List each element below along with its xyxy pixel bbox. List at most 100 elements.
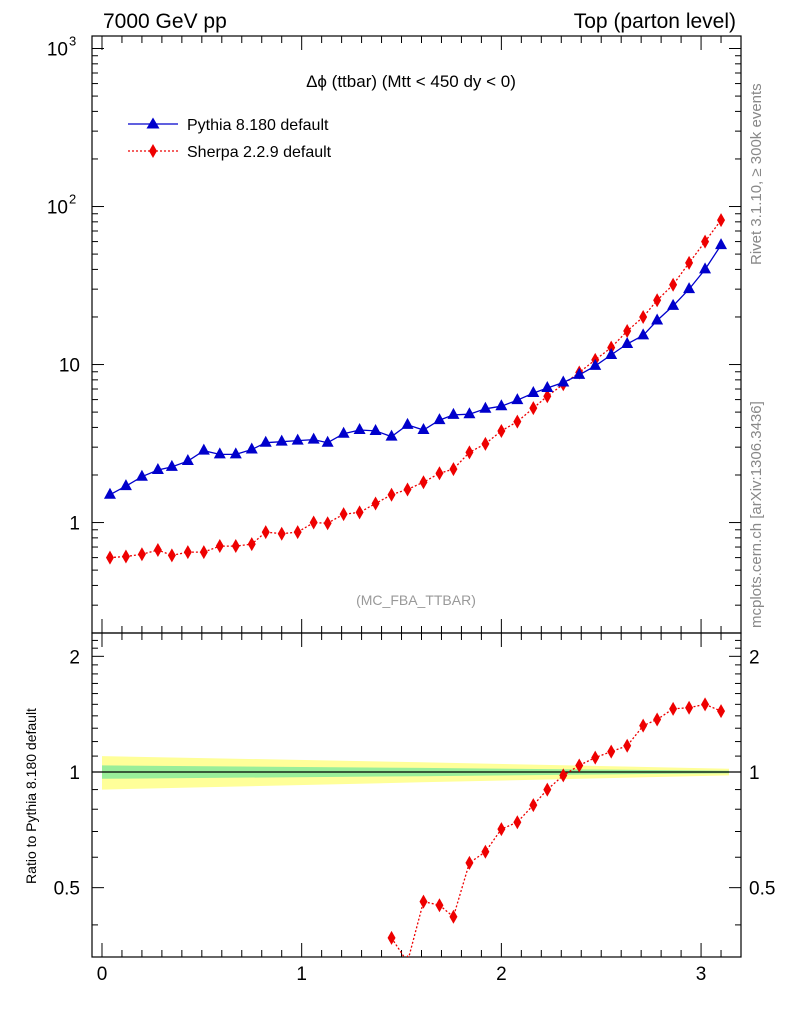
header-left: 7000 GeV pp	[103, 10, 227, 33]
data-point-diamond	[591, 750, 600, 765]
data-point-diamond	[639, 718, 648, 733]
data-point-diamond	[465, 445, 474, 460]
data-point-triangle	[369, 423, 382, 435]
data-point-diamond	[513, 815, 522, 830]
data-point-triangle	[385, 429, 398, 441]
data-point-diamond	[121, 549, 130, 564]
data-point-triangle	[321, 435, 334, 447]
data-point-diamond	[183, 545, 192, 560]
data-point-triangle	[165, 459, 178, 471]
y-tick-exponent: 2	[69, 192, 76, 207]
data-point-triangle	[291, 433, 304, 445]
legend-marker-pythia	[146, 117, 160, 129]
data-point-diamond	[623, 738, 632, 753]
data-point-diamond	[105, 550, 114, 565]
data-point-diamond	[607, 744, 616, 759]
sherpa-ratio-series	[387, 697, 726, 957]
plot-title: Δϕ (ttbar) (Mtt < 450 dy < 0)	[306, 72, 516, 91]
data-point-diamond	[701, 234, 710, 249]
data-point-triangle	[135, 469, 148, 481]
data-point-diamond	[403, 482, 412, 497]
data-point-diamond	[153, 543, 162, 558]
data-point-diamond	[231, 539, 240, 554]
ratio-y-tick-label-right: 0.5	[749, 879, 775, 900]
data-point-diamond	[543, 782, 552, 797]
data-point-triangle	[715, 238, 728, 250]
data-point-diamond	[309, 515, 318, 530]
data-point-triangle	[197, 443, 210, 455]
data-point-diamond	[497, 423, 506, 438]
data-point-diamond	[701, 697, 710, 712]
legend: Pythia 8.180 default Sherpa 2.2.9 defaul…	[128, 117, 332, 161]
data-point-triangle	[103, 487, 116, 499]
mcplots-label: mcplots.cern.ch [arXiv:1306.3436]	[748, 401, 765, 628]
data-point-triangle	[511, 393, 524, 405]
data-point-diamond	[717, 704, 726, 719]
data-point-diamond	[607, 340, 616, 355]
data-point-triangle	[337, 426, 350, 438]
data-point-triangle	[573, 367, 586, 379]
data-point-triangle	[541, 381, 554, 393]
ratio-y-tick-label-right: 2	[749, 647, 760, 668]
data-point-diamond	[215, 539, 224, 554]
data-point-diamond	[419, 894, 428, 909]
data-point-diamond	[543, 389, 552, 404]
x-tick-label: 1	[296, 964, 307, 985]
data-point-triangle	[401, 417, 414, 429]
data-point-triangle	[433, 413, 446, 425]
y-tick-exponent: 3	[69, 34, 76, 49]
data-point-triangle	[275, 434, 288, 446]
data-point-triangle	[119, 479, 132, 491]
rivet-version-label: Rivet 3.1.10, ≥ 300k events	[748, 83, 765, 265]
data-series	[103, 213, 728, 957]
data-point-triangle	[447, 407, 460, 419]
data-point-diamond	[529, 401, 538, 416]
data-point-triangle	[463, 407, 476, 419]
ratio-y-tick-label: 2	[69, 647, 80, 668]
data-point-diamond	[355, 505, 364, 520]
data-point-diamond	[481, 436, 490, 451]
data-point-triangle	[307, 432, 320, 444]
data-point-triangle	[557, 375, 570, 387]
data-point-triangle	[667, 298, 680, 310]
data-point-diamond	[449, 909, 458, 924]
ratio-y-axis-label: Ratio to Pythia 8.180 default	[23, 708, 39, 884]
data-point-triangle	[151, 463, 164, 475]
ratio-plot-frame	[91, 632, 742, 958]
header-right: Top (parton level)	[574, 10, 736, 33]
x-tick-label: 3	[696, 964, 707, 985]
sherpa-ratio-series-line	[390, 703, 722, 957]
legend-label-pythia: Pythia 8.180 default	[187, 117, 329, 134]
data-point-diamond	[293, 525, 302, 540]
data-point-triangle	[259, 435, 272, 447]
data-point-diamond	[137, 547, 146, 562]
legend-marker-sherpa	[149, 144, 157, 158]
data-point-diamond	[277, 526, 286, 541]
data-point-diamond	[406, 955, 409, 957]
data-point-diamond	[685, 255, 694, 270]
data-point-diamond	[167, 548, 176, 563]
data-point-diamond	[653, 293, 662, 308]
data-point-triangle	[527, 386, 540, 398]
data-point-diamond	[497, 822, 506, 837]
legend-label-sherpa: Sherpa 2.2.9 default	[187, 144, 332, 161]
data-point-diamond	[575, 758, 584, 773]
data-point-triangle	[417, 423, 430, 435]
data-point-diamond	[623, 324, 632, 339]
data-point-triangle	[651, 313, 664, 325]
data-point-diamond	[529, 798, 538, 813]
data-point-triangle	[181, 454, 194, 466]
data-point-triangle	[479, 401, 492, 413]
ratio-y-tick-label: 0.5	[54, 879, 80, 900]
data-point-diamond	[481, 844, 490, 859]
data-point-diamond	[387, 930, 396, 945]
y-tick-label: 10	[59, 356, 80, 377]
ratio-uncertainty-band	[92, 756, 741, 790]
data-point-diamond	[419, 475, 428, 490]
data-point-diamond	[449, 462, 458, 477]
data-point-diamond	[669, 701, 678, 716]
data-point-triangle	[637, 328, 650, 340]
ratio-y-tick-label-right: 1	[749, 763, 760, 784]
data-point-triangle	[699, 262, 712, 274]
